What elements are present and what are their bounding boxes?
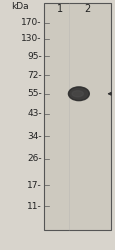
Text: 17-: 17-: [27, 180, 41, 190]
Text: 130-: 130-: [21, 34, 41, 43]
Text: 2: 2: [83, 4, 89, 14]
Text: 95-: 95-: [27, 52, 41, 61]
Text: kDa: kDa: [11, 2, 28, 11]
Text: 170-: 170-: [21, 18, 41, 27]
Ellipse shape: [68, 87, 89, 101]
Ellipse shape: [71, 91, 83, 97]
Text: 34-: 34-: [27, 132, 41, 141]
Bar: [44, 2, 110, 230]
Text: 1: 1: [57, 4, 63, 14]
Text: 43-: 43-: [27, 109, 41, 118]
Text: 55-: 55-: [27, 89, 41, 98]
Text: 26-: 26-: [27, 154, 41, 163]
Text: 11-: 11-: [27, 202, 41, 211]
Text: 72-: 72-: [27, 70, 41, 80]
